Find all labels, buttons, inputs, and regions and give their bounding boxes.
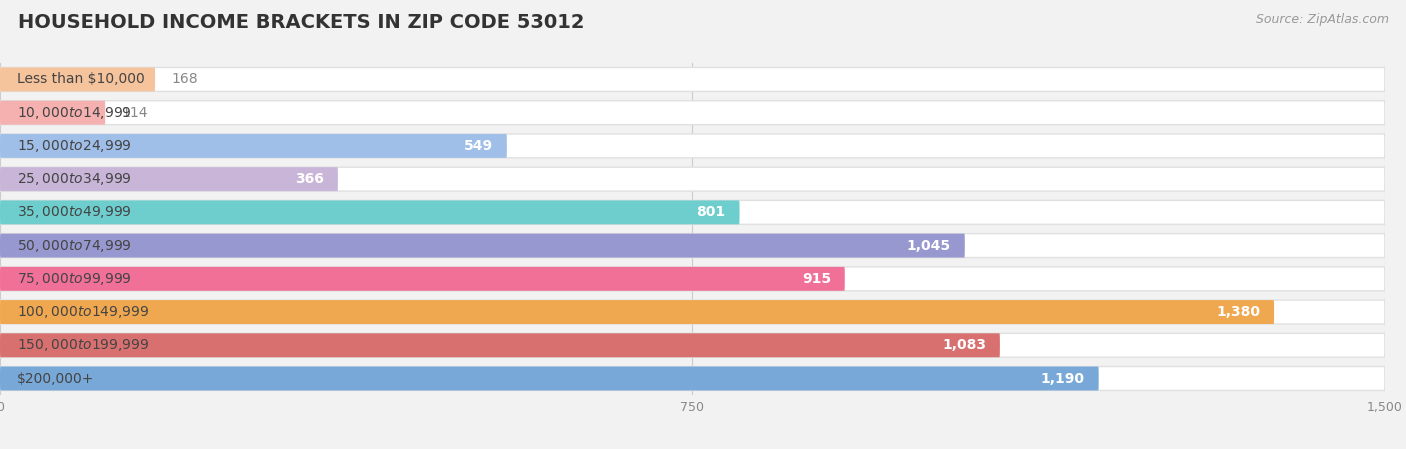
Text: 801: 801 — [696, 205, 725, 220]
FancyBboxPatch shape — [0, 267, 1385, 291]
FancyBboxPatch shape — [0, 134, 508, 158]
FancyBboxPatch shape — [0, 366, 1385, 391]
Text: 366: 366 — [295, 172, 323, 186]
Text: $10,000 to $14,999: $10,000 to $14,999 — [17, 105, 131, 121]
Text: $150,000 to $199,999: $150,000 to $199,999 — [17, 337, 149, 353]
Text: 168: 168 — [172, 72, 198, 87]
Text: 1,190: 1,190 — [1040, 371, 1085, 386]
FancyBboxPatch shape — [0, 300, 1274, 324]
FancyBboxPatch shape — [0, 67, 155, 92]
FancyBboxPatch shape — [0, 200, 1385, 224]
Text: Less than $10,000: Less than $10,000 — [17, 72, 145, 87]
Text: 1,380: 1,380 — [1216, 305, 1260, 319]
FancyBboxPatch shape — [0, 101, 105, 125]
FancyBboxPatch shape — [0, 233, 1385, 258]
FancyBboxPatch shape — [0, 300, 1385, 324]
FancyBboxPatch shape — [0, 167, 1385, 191]
FancyBboxPatch shape — [0, 101, 1385, 125]
Text: $25,000 to $34,999: $25,000 to $34,999 — [17, 171, 131, 187]
FancyBboxPatch shape — [0, 67, 1385, 92]
Text: 114: 114 — [122, 106, 149, 120]
Text: $200,000+: $200,000+ — [17, 371, 94, 386]
FancyBboxPatch shape — [0, 366, 1098, 391]
FancyBboxPatch shape — [0, 333, 1000, 357]
Text: HOUSEHOLD INCOME BRACKETS IN ZIP CODE 53012: HOUSEHOLD INCOME BRACKETS IN ZIP CODE 53… — [18, 13, 585, 32]
Text: 1,045: 1,045 — [907, 238, 950, 253]
FancyBboxPatch shape — [0, 233, 965, 258]
Text: $15,000 to $24,999: $15,000 to $24,999 — [17, 138, 131, 154]
FancyBboxPatch shape — [0, 134, 1385, 158]
FancyBboxPatch shape — [0, 167, 337, 191]
FancyBboxPatch shape — [0, 200, 740, 224]
Text: $75,000 to $99,999: $75,000 to $99,999 — [17, 271, 131, 287]
Text: $50,000 to $74,999: $50,000 to $74,999 — [17, 238, 131, 254]
FancyBboxPatch shape — [0, 267, 845, 291]
Text: 549: 549 — [464, 139, 494, 153]
Text: 1,083: 1,083 — [942, 338, 986, 352]
Text: 915: 915 — [801, 272, 831, 286]
Text: $35,000 to $49,999: $35,000 to $49,999 — [17, 204, 131, 220]
Text: Source: ZipAtlas.com: Source: ZipAtlas.com — [1256, 13, 1389, 26]
Text: $100,000 to $149,999: $100,000 to $149,999 — [17, 304, 149, 320]
FancyBboxPatch shape — [0, 333, 1385, 357]
